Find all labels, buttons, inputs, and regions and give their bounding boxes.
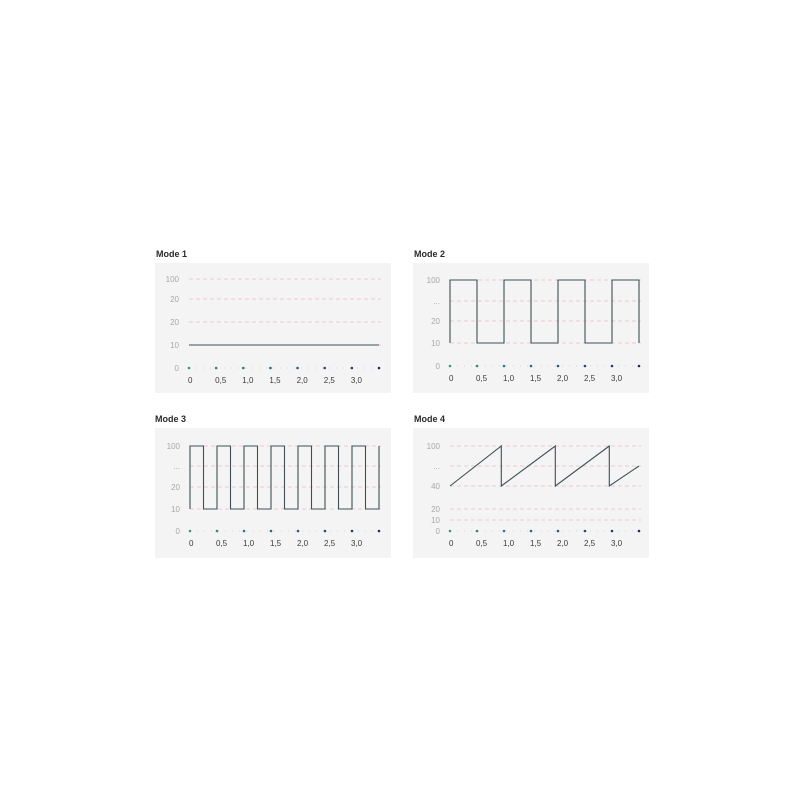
series-line xyxy=(449,444,640,488)
x-tick-label: 0,5 xyxy=(215,376,227,385)
x-tick-label: 0 xyxy=(189,539,194,548)
y-tick-label: 20 xyxy=(170,295,179,304)
x-tick-label: 1,5 xyxy=(269,376,281,385)
x-tick-label: 1,0 xyxy=(243,539,255,548)
axis-dot xyxy=(448,529,452,533)
y-tick-label: 0 xyxy=(175,364,180,373)
axis-dot xyxy=(475,364,479,368)
axis-dot xyxy=(637,364,641,368)
axis-dot xyxy=(610,364,614,368)
x-tick-label: 0,5 xyxy=(476,374,488,383)
y-tick-label: 20 xyxy=(170,318,179,327)
axis-dot xyxy=(583,364,587,368)
x-tick-label: 1,5 xyxy=(530,374,542,383)
axis-dot xyxy=(637,529,641,533)
y-tick-label: 100 xyxy=(427,276,441,285)
y-tick-label: 100 xyxy=(166,275,180,284)
x-tick-label: 3,0 xyxy=(611,374,623,383)
chart-title-mode-2: Mode 2 xyxy=(414,249,446,259)
x-tick-label: 2,5 xyxy=(584,374,596,383)
axis-dot xyxy=(296,366,299,370)
axis-dot xyxy=(215,529,219,533)
y-tick-label: 20 xyxy=(431,317,440,326)
axis-dot xyxy=(502,364,506,368)
axis-dot xyxy=(529,364,533,368)
x-tick-label: 0 xyxy=(449,539,454,548)
x-tick-label: 0 xyxy=(188,376,193,385)
axis-dot xyxy=(556,364,560,368)
y-tick-label: ... xyxy=(433,462,440,471)
chart-title-mode-1: Mode 1 xyxy=(156,249,188,259)
x-tick-label: 0,5 xyxy=(216,539,228,548)
y-tick-label: 10 xyxy=(171,505,180,514)
series-line xyxy=(449,279,640,344)
y-tick-label: 0 xyxy=(436,362,441,371)
x-tick-label: 1,5 xyxy=(530,539,542,548)
axis-dot xyxy=(296,529,300,533)
x-tick-label: 2,5 xyxy=(324,376,336,385)
axis-dot xyxy=(242,529,246,533)
axis-dot xyxy=(529,529,533,533)
x-tick-label: 2,5 xyxy=(324,539,336,548)
x-tick-label: 1,5 xyxy=(270,539,282,548)
x-tick-label: 3,0 xyxy=(351,376,363,385)
x-tick-label: 2,0 xyxy=(557,374,569,383)
x-tick-label: 2,0 xyxy=(297,376,309,385)
y-tick-label: ... xyxy=(173,462,180,471)
axis-dot xyxy=(448,364,452,368)
x-tick-label: 3,0 xyxy=(351,539,363,548)
chart-title-mode-4: Mode 4 xyxy=(414,414,446,424)
axis-dot xyxy=(214,366,218,370)
chart-title-mode-3: Mode 3 xyxy=(155,414,187,424)
axis-dot xyxy=(475,529,479,533)
x-tick-label: 0 xyxy=(449,374,454,383)
axis-dot xyxy=(323,366,327,370)
axis-dot xyxy=(188,529,192,533)
x-tick-label: 1,0 xyxy=(242,376,254,385)
x-tick-label: 3,0 xyxy=(611,539,623,548)
axis-dot xyxy=(583,529,587,533)
axis-dot xyxy=(269,366,272,370)
axis-dot xyxy=(187,366,191,370)
y-tick-label: 20 xyxy=(431,505,440,514)
y-tick-label: 0 xyxy=(176,527,181,536)
axis-dot xyxy=(269,529,273,533)
x-tick-label: 2,0 xyxy=(557,539,569,548)
y-tick-label: ... xyxy=(433,297,440,306)
y-tick-label: 10 xyxy=(431,339,440,348)
x-tick-label: 1,0 xyxy=(503,374,515,383)
chart-panel-mode-1 xyxy=(155,263,391,393)
x-tick-label: 2,0 xyxy=(297,539,309,548)
x-tick-label: 0,5 xyxy=(476,539,488,548)
axis-dot xyxy=(350,529,354,533)
axis-dot xyxy=(610,529,614,533)
y-tick-label: 0 xyxy=(436,527,441,536)
axis-dot xyxy=(350,366,354,370)
y-tick-label: 100 xyxy=(167,442,181,451)
y-tick-label: 10 xyxy=(431,516,440,525)
y-tick-label: 100 xyxy=(427,442,441,451)
axis-dot xyxy=(502,529,506,533)
axis-dot xyxy=(323,529,327,533)
series-line xyxy=(189,445,380,510)
y-tick-label: 10 xyxy=(170,341,179,350)
axis-dot xyxy=(377,529,381,533)
y-tick-label: 40 xyxy=(431,482,440,491)
axis-dot xyxy=(377,366,381,370)
axis-dot xyxy=(241,366,245,370)
y-tick-label: 20 xyxy=(171,483,180,492)
axis-dot xyxy=(556,529,560,533)
x-tick-label: 1,0 xyxy=(503,539,515,548)
x-tick-label: 2,5 xyxy=(584,539,596,548)
